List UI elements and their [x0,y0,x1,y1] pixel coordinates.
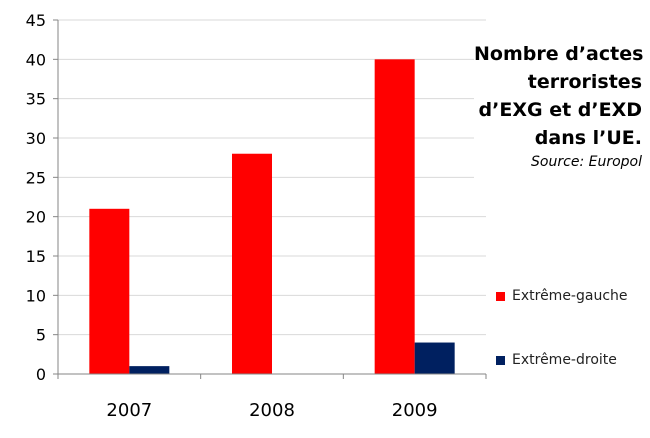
bar-2009-extr-me-gauche [374,59,415,374]
bar-2007-extr-me-droite [129,366,170,374]
axes [57,20,486,375]
x-tick-label-2008: 2008 [249,400,295,421]
legend-item-extreme-droite: Extrême-droite [496,350,617,370]
y-tick-label-40: 40 [26,50,46,69]
y-tick-label-20: 20 [26,208,46,227]
y-tick-label-10: 10 [26,286,46,305]
y-tick-label-45: 45 [26,11,46,30]
chart-title-box: Nombre d’actes terroristes d’EXG et d’EX… [474,40,644,210]
chart-title-line-1: Nombre d’actes [474,43,644,65]
x-tick-label-2007: 2007 [106,400,152,421]
chart-title-line-4: dans l’UE. [534,127,642,149]
legend-swatch-extreme-droite [496,355,505,365]
bar-2009-extr-me-droite [414,342,455,374]
y-tick-label-0: 0 [36,365,46,384]
legend-label-extreme-droite: Extrême-droite [512,352,617,368]
chart-title-line-2: terroristes [527,71,642,93]
y-tick-label-15: 15 [26,247,46,266]
legend-item-extreme-gauche: Extrême-gauche [496,286,628,306]
y-tick-label-25: 25 [26,168,46,187]
x-axis-ticks: 2007 2008 2009 [57,374,487,421]
y-tick-label-5: 5 [36,326,46,345]
chart-source: Source: Europol [531,154,642,170]
y-tick-label-30: 30 [26,129,46,148]
bars [89,59,455,374]
y-tick-label-35: 35 [26,90,46,109]
chart-title-line-3: d’EXG et d’EXD [478,99,642,121]
legend-swatch-extreme-gauche [496,291,505,301]
bar-2008-extr-me-gauche [232,153,272,374]
y-axis-ticks: 0 5 10 15 20 25 30 35 40 45 [26,11,58,384]
x-tick-label-2009: 2009 [392,400,438,421]
legend-label-extreme-gauche: Extrême-gauche [512,288,628,304]
bar-2007-extr-me-gauche [89,208,130,374]
